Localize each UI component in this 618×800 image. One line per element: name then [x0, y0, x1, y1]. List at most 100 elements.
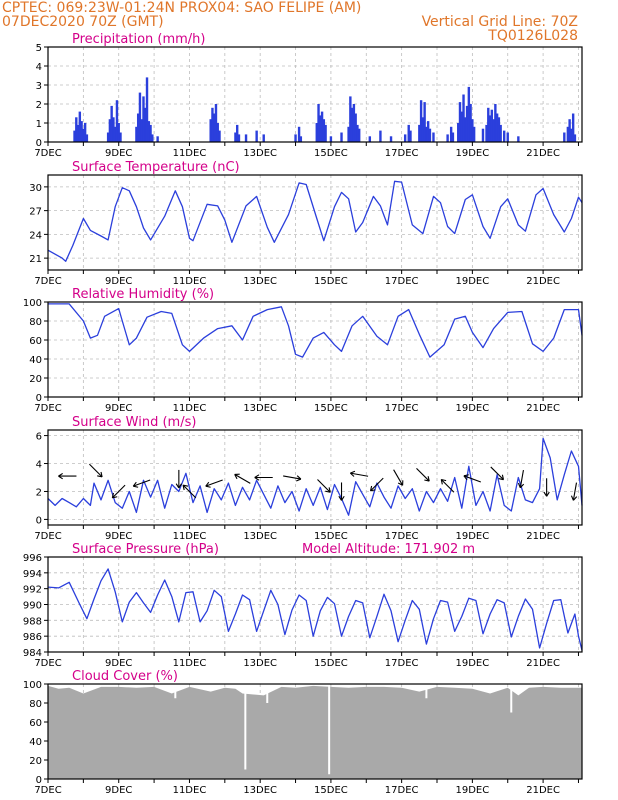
x-tick-label: 7DEC	[34, 531, 61, 542]
precip-bar	[209, 119, 212, 142]
wind-arrow	[175, 469, 182, 489]
precip-bar	[347, 126, 350, 142]
x-tick-label: 11DEC	[173, 403, 207, 414]
y-tick-label: 60	[29, 718, 42, 729]
cloud-panel: 0 20 40 60 80 100 7DEC 9DEC 11DEC 13DEC 15DEC 17DEC…	[23, 669, 583, 796]
precip-bar	[262, 134, 265, 142]
y-tick-label: 20	[29, 756, 42, 767]
y-tick-label: 30	[29, 183, 42, 194]
y-tick-label: 990	[23, 601, 42, 612]
precip-bar	[322, 119, 326, 142]
wind-arrow	[234, 473, 251, 484]
precip-bar	[494, 104, 497, 142]
precip-bar	[471, 119, 474, 142]
x-tick-label: 11DEC	[173, 148, 207, 159]
header: CPTEC: 069:23W-01:24N PROX04: SAO FELIPE…	[2, 0, 578, 44]
y-tick-label: 2	[36, 100, 42, 111]
precip-bar	[319, 115, 322, 142]
wind-arrow	[543, 478, 550, 497]
precip-bar	[108, 119, 112, 142]
precip-bar	[216, 123, 219, 142]
y-tick-label: 984	[23, 648, 42, 659]
x-tick-label: 21DEC	[526, 148, 560, 159]
x-tick-label: 13DEC	[243, 276, 277, 287]
x-tick-label: 21DEC	[526, 276, 560, 287]
x-tick-label: 13DEC	[243, 148, 277, 159]
wind-arrow	[338, 482, 345, 501]
precip-bar	[566, 126, 570, 142]
precip-bar	[294, 134, 297, 142]
precip-bar	[244, 134, 248, 142]
precip-bar	[350, 107, 354, 142]
y-tick-label: 986	[23, 632, 42, 643]
precip-bar	[487, 107, 490, 142]
precip-bar	[213, 113, 216, 142]
cloud-gap	[174, 684, 177, 699]
precip-bar	[78, 111, 82, 142]
x-tick-label: 17DEC	[385, 658, 419, 669]
precip-bar	[149, 124, 152, 142]
precip-bar	[76, 124, 80, 142]
x-tick-label: 21DEC	[526, 531, 560, 542]
precip-bar	[488, 115, 492, 142]
wind-arrow	[517, 469, 525, 489]
precip-bar	[481, 128, 485, 142]
precip-bar	[156, 136, 159, 142]
precip-frame	[47, 46, 583, 143]
precip-bar	[354, 113, 357, 142]
precip-bar	[106, 132, 110, 142]
y-tick-label: 992	[23, 585, 42, 596]
x-tick-label: 19DEC	[456, 403, 490, 414]
precip-bar	[329, 136, 333, 142]
x-tick-label: 13DEC	[243, 658, 277, 669]
precip-bar	[432, 132, 435, 142]
x-tick-label: 7DEC	[34, 658, 61, 669]
precip-bar	[407, 124, 410, 142]
model-altitude-note: Model Altitude: 171.902 m	[302, 542, 475, 557]
x-tick-label: 21DEC	[526, 658, 560, 669]
precip-bar	[458, 102, 462, 142]
precip-bar	[418, 124, 421, 142]
wind-series-line	[47, 437, 583, 516]
wind-arrow	[463, 474, 482, 483]
x-tick-label: 21DEC	[526, 403, 560, 414]
precip-bar	[469, 104, 472, 142]
wind-arrow	[440, 478, 455, 493]
wind-arrow	[182, 484, 197, 499]
precip-bar	[423, 102, 426, 142]
precip-bar	[135, 126, 138, 142]
y-tick-label: 1	[36, 119, 42, 130]
rh-title: Relative Humidity (%)	[72, 287, 214, 302]
x-tick-label: 17DEC	[385, 531, 419, 542]
precip-bar	[490, 109, 494, 142]
precip-bar	[356, 124, 359, 142]
precip-bar	[112, 117, 115, 142]
wind-frame	[47, 429, 583, 526]
precip-bar	[462, 94, 465, 142]
x-tick-label: 21DEC	[526, 785, 560, 796]
precip-title: Precipitation (mm/h)	[72, 32, 205, 47]
precip-bar	[497, 117, 501, 142]
x-tick-label: 15DEC	[314, 658, 348, 669]
precip-bar	[451, 132, 455, 142]
x-tick-label: 17DEC	[385, 785, 419, 796]
precip-bar	[320, 111, 324, 142]
x-tick-label: 11DEC	[173, 276, 207, 287]
x-tick-label: 9DEC	[105, 148, 132, 159]
precip-bar	[464, 117, 467, 142]
precip-bar	[340, 132, 343, 142]
precip-bar	[409, 130, 412, 142]
y-tick-label: 4	[36, 62, 42, 73]
precip-bar	[82, 128, 85, 142]
precip-bar	[419, 100, 423, 142]
precip-bar	[113, 126, 117, 142]
x-tick-label: 19DEC	[456, 276, 490, 287]
x-tick-label: 9DEC	[105, 785, 132, 796]
cloud-gap	[266, 684, 269, 703]
temp-title: Surface Temperature (nC)	[72, 160, 240, 175]
precip-bar	[446, 134, 449, 142]
precip-bar	[324, 124, 327, 142]
x-tick-label: 15DEC	[314, 403, 348, 414]
y-tick-label: 24	[29, 230, 42, 241]
precip-bar	[426, 121, 430, 142]
